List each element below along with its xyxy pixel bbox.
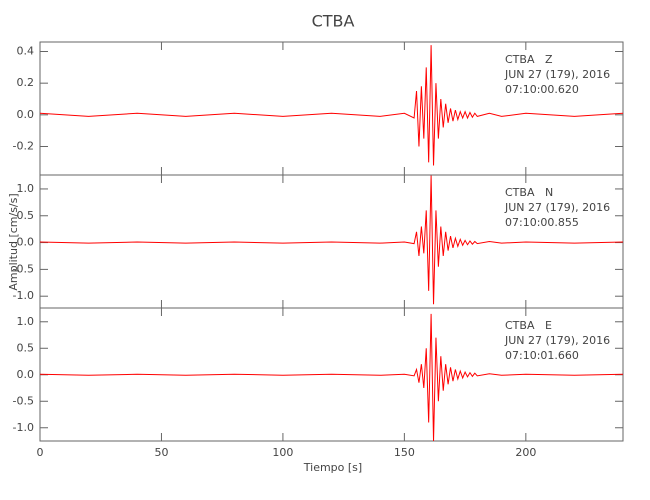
y-tick-label: -1.0 <box>13 289 34 302</box>
x-tick-label: 0 <box>37 446 44 459</box>
trace <box>39 175 624 305</box>
y-tick-label: 0.5 <box>17 209 35 222</box>
trace <box>39 45 624 166</box>
chart-title: CTBA <box>312 12 355 31</box>
y-tick-label: -0.5 <box>13 394 34 407</box>
annotation: 07:10:01.660 <box>505 349 579 362</box>
annotation: CTBA N <box>505 186 553 199</box>
annotation: CTBA E <box>505 319 552 332</box>
x-tick-label: 50 <box>154 446 168 459</box>
x-axis-label: Tiempo [s] <box>303 461 362 474</box>
y-tick-label: -1.0 <box>13 421 34 434</box>
y-tick-label: -0.5 <box>13 262 34 275</box>
annotation: JUN 27 (179), 2016 <box>504 334 610 347</box>
y-tick-label: 0.4 <box>17 45 35 58</box>
annotation: 07:10:00.620 <box>505 83 579 96</box>
y-tick-label: 0.0 <box>17 108 35 121</box>
y-tick-label: 0.5 <box>17 341 35 354</box>
x-tick-label: 100 <box>272 446 293 459</box>
y-tick-label: 0.0 <box>17 368 35 381</box>
y-tick-label: 1.0 <box>17 315 35 328</box>
annotation: CTBA Z <box>505 53 553 66</box>
annotation: JUN 27 (179), 2016 <box>504 68 610 81</box>
y-axis-label: Amplitud [cm/s/s] <box>7 193 20 290</box>
annotation: 07:10:00.855 <box>505 216 579 229</box>
trace <box>39 313 624 442</box>
y-tick-label: 0.0 <box>17 236 35 249</box>
y-tick-label: -0.2 <box>13 140 34 153</box>
y-tick-label: 0.2 <box>17 76 35 89</box>
x-tick-label: 150 <box>394 446 415 459</box>
y-tick-label: 1.0 <box>17 182 35 195</box>
x-tick-label: 200 <box>515 446 536 459</box>
annotation: JUN 27 (179), 2016 <box>504 201 610 214</box>
